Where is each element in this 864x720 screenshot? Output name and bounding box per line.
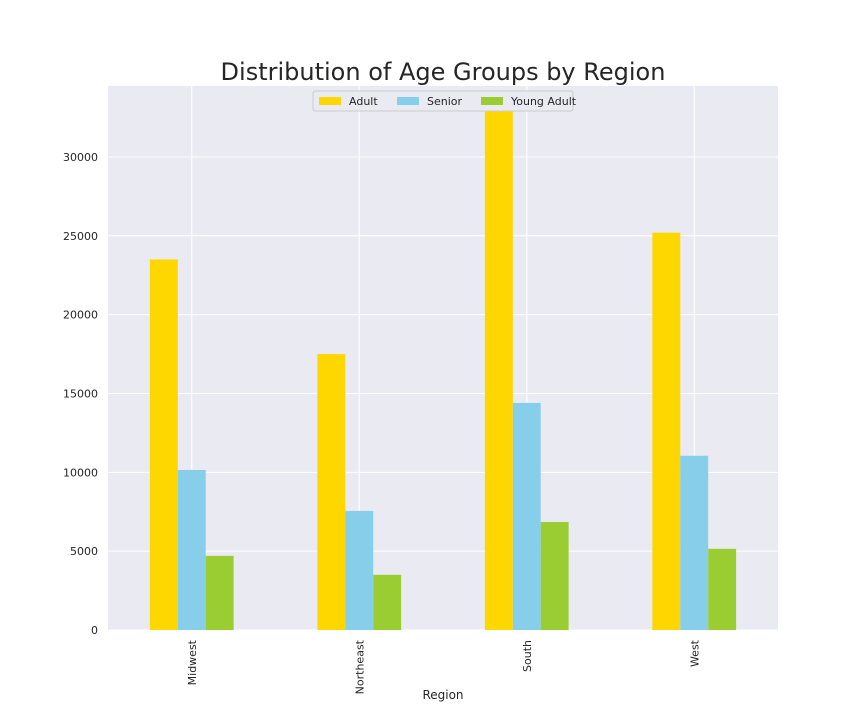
bar-senior-northeast — [345, 510, 374, 630]
y-tick-label: 30000 — [63, 151, 98, 164]
bar-young-adult-northeast — [373, 574, 402, 630]
legend-label: Adult — [349, 95, 378, 108]
x-tick-label: Northeast — [353, 639, 366, 694]
bar-senior-west — [680, 455, 709, 630]
x-tick-label: West — [688, 639, 701, 667]
bar-senior-south — [512, 402, 541, 630]
bar-young-adult-west — [708, 548, 737, 630]
x-tick-labels: Midwest Northeast South West — [186, 639, 702, 694]
legend-swatch — [319, 97, 341, 105]
x-axis-label: Region — [422, 688, 463, 702]
bar-senior-midwest — [177, 469, 206, 630]
bars — [149, 109, 737, 631]
bar-young-adult-midwest — [205, 555, 234, 630]
x-tick-label: Midwest — [186, 639, 199, 685]
bar-adult-west — [652, 232, 681, 630]
y-tick-labels: 0 5000 10000 15000 20000 25000 30000 — [63, 151, 98, 637]
legend-label: Young Adult — [510, 95, 577, 108]
y-tick-label: 25000 — [63, 230, 98, 243]
legend-box — [312, 90, 574, 112]
legend-swatch — [481, 97, 503, 105]
legend: Adult Senior Young Adult — [312, 90, 577, 112]
bar-young-adult-south — [540, 521, 569, 630]
y-tick-label: 20000 — [63, 309, 98, 322]
bar-adult-midwest — [149, 259, 178, 630]
x-tick-label: South — [521, 640, 534, 672]
y-tick-label: 0 — [91, 624, 98, 637]
y-tick-label: 10000 — [63, 466, 98, 479]
chart-title: Distribution of Age Groups by Region — [221, 58, 666, 86]
bar-adult-northeast — [317, 354, 346, 630]
bar-adult-south — [484, 109, 513, 631]
y-tick-label: 15000 — [63, 387, 98, 400]
legend-swatch — [397, 97, 419, 105]
y-tick-label: 5000 — [70, 545, 98, 558]
legend-label: Senior — [427, 95, 463, 108]
